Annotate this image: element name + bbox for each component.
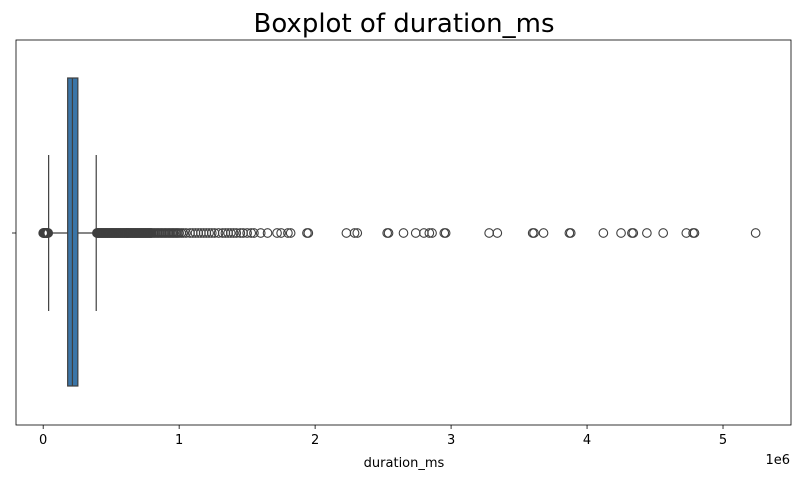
outlier-point [43, 228, 54, 238]
outlier-point [255, 228, 266, 238]
outlier-point [225, 228, 236, 238]
outlier-point [642, 228, 652, 238]
outlier-point [750, 228, 761, 238]
outlier-point [440, 228, 451, 238]
outlier-point [616, 228, 626, 238]
outlier-point [484, 228, 495, 238]
outlier-point [204, 228, 214, 238]
plot-frame [15, 39, 792, 426]
outlier-point [689, 228, 700, 238]
outlier-point [178, 228, 189, 238]
outlier-point [427, 228, 437, 238]
x-axis-offset-label: 1e6 [765, 453, 790, 468]
x-tick-label: 2 [311, 433, 319, 448]
outlier-point [283, 228, 293, 238]
x-tick-label: 3 [447, 433, 455, 448]
outlier-point [262, 228, 273, 238]
outlier-point [492, 228, 503, 238]
outlier-point [383, 228, 394, 238]
chart-title: Boxplot of duration_ms [253, 9, 554, 39]
outlier-point [529, 228, 539, 238]
outlier-point [598, 228, 609, 238]
outlier-point [565, 228, 576, 238]
outlier-point [228, 228, 239, 238]
outlier-point [276, 228, 286, 238]
outlier-point [352, 228, 363, 238]
outlier-point [242, 228, 252, 238]
outlier-point [628, 228, 639, 238]
outlier-point [658, 228, 669, 238]
outlier-point [206, 228, 217, 238]
outlier-point [285, 228, 296, 238]
x-tick-label: 4 [583, 433, 591, 448]
outlier-point [181, 228, 191, 238]
outlier-point [398, 228, 409, 238]
x-axis-label: duration_ms [364, 456, 445, 471]
x-tick-label: 5 [719, 433, 727, 448]
outlier-point [410, 228, 421, 238]
outlier-point [424, 228, 435, 238]
outlier-point [246, 228, 257, 238]
x-tick-label: 0 [39, 433, 47, 448]
outlier-point [341, 228, 352, 238]
outlier-point [538, 228, 549, 238]
boxplot-marks [38, 77, 761, 387]
outlier-point [349, 228, 360, 238]
outlier-point [303, 228, 314, 238]
outlier-point [249, 228, 259, 238]
outlier-point [231, 228, 242, 238]
outlier-point [235, 228, 246, 238]
x-axis-ticks: 0 1 2 3 4 5 [39, 425, 727, 448]
outlier-point [272, 228, 282, 238]
x-tick-label: 1 [175, 433, 183, 448]
outlier-point [213, 228, 224, 238]
